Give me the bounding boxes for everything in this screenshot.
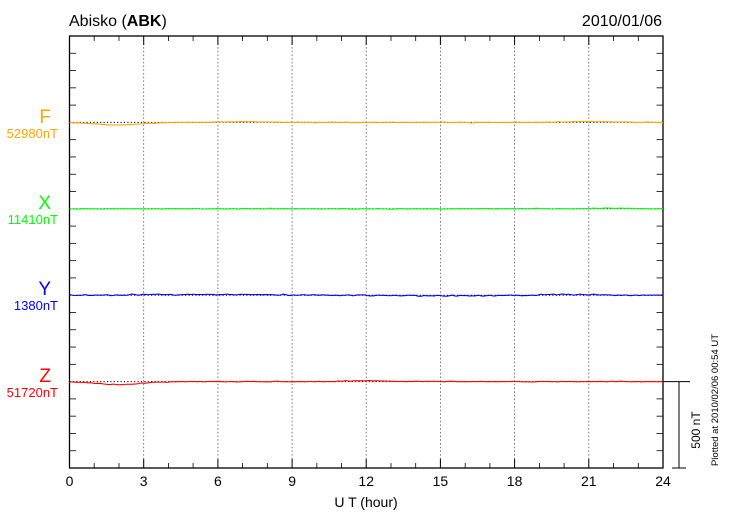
svg-text:500 nT: 500 nT [689, 411, 703, 449]
svg-text:Plotted at 2010/02/06 00:54 UT: Plotted at 2010/02/06 00:54 UT [710, 334, 721, 466]
svg-text:15: 15 [433, 473, 449, 489]
svg-text:51720nT: 51720nT [7, 385, 58, 400]
svg-text:1380nT: 1380nT [14, 298, 58, 313]
svg-text:11410nT: 11410nT [8, 212, 58, 227]
svg-text:21: 21 [581, 473, 597, 489]
svg-text:18: 18 [507, 473, 523, 489]
svg-text:F: F [39, 107, 51, 128]
svg-text:X: X [38, 193, 51, 214]
svg-text:24: 24 [655, 473, 671, 489]
svg-text:2010/01/06: 2010/01/06 [582, 13, 662, 30]
svg-text:6: 6 [214, 473, 222, 489]
svg-text:0: 0 [66, 473, 74, 489]
svg-text:9: 9 [288, 473, 296, 489]
svg-text:Z: Z [39, 366, 51, 387]
svg-text:U T (hour): U T (hour) [334, 494, 397, 510]
svg-text:12: 12 [358, 473, 374, 489]
svg-text:3: 3 [140, 473, 148, 489]
svg-text:Y: Y [38, 279, 51, 300]
svg-text:Abisko (ABK): Abisko (ABK) [69, 13, 167, 30]
svg-text:52980nT: 52980nT [7, 126, 58, 141]
